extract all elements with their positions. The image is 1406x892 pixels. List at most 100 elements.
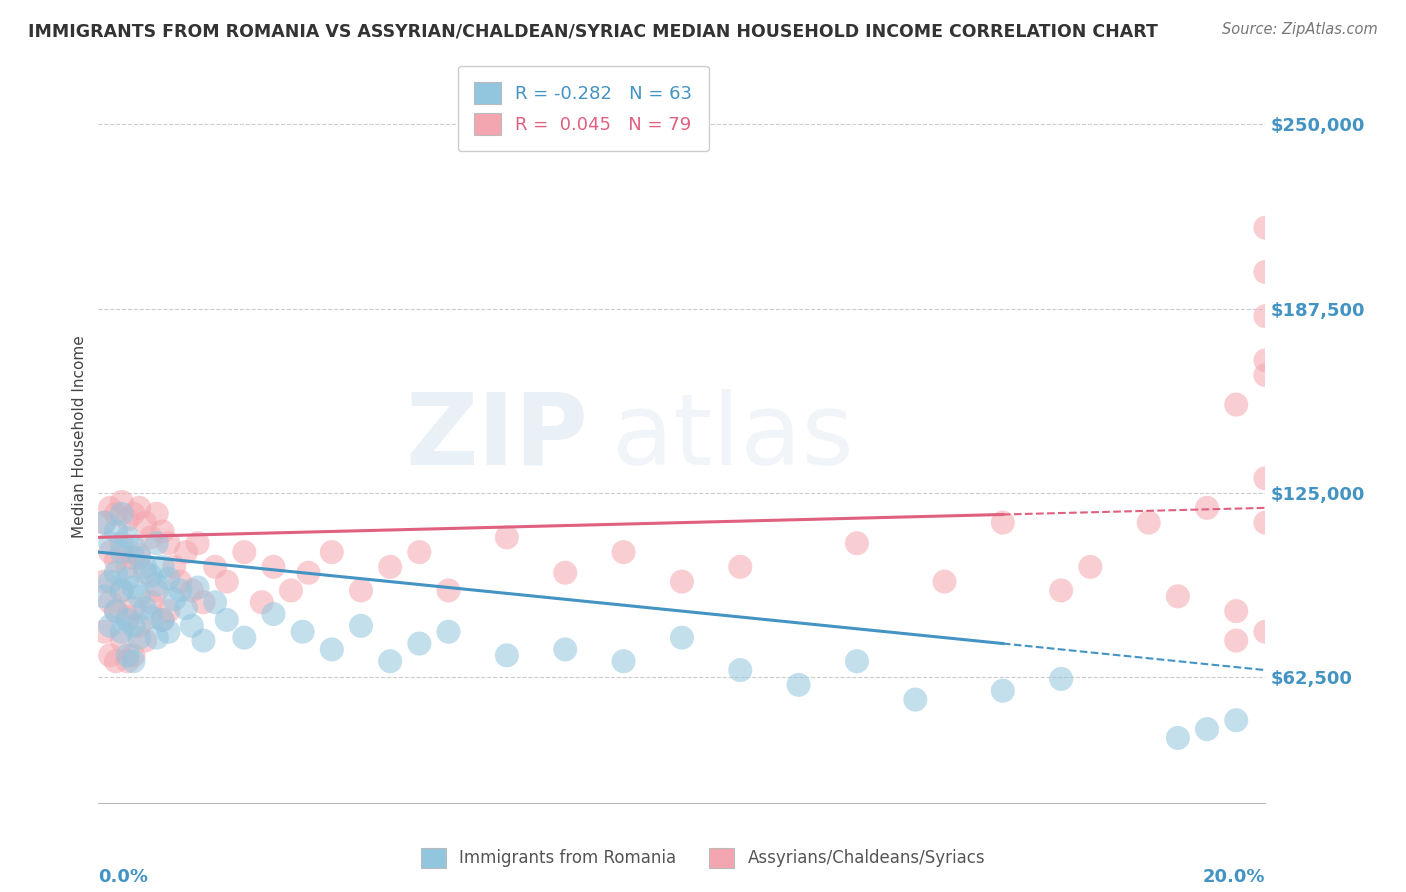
Point [93, 574, 115, 589]
Point [174, 545, 197, 559]
Point [1225, 633, 1247, 648]
Point [104, 524, 127, 539]
Point [612, 545, 634, 559]
Point [1050, 672, 1073, 686]
Point [122, 648, 145, 663]
Point [297, 566, 319, 580]
Point [134, 516, 156, 530]
Point [122, 551, 145, 566]
Point [496, 530, 519, 544]
Point [104, 654, 127, 668]
Point [846, 654, 869, 668]
Point [169, 583, 191, 598]
Point [117, 572, 139, 586]
Point [193, 595, 215, 609]
Point [111, 507, 134, 521]
Point [408, 545, 430, 559]
Point [1167, 731, 1189, 745]
Point [321, 642, 343, 657]
Y-axis label: Median Household Income: Median Household Income [72, 335, 87, 539]
Point [104, 566, 127, 580]
Point [122, 507, 145, 521]
Point [787, 678, 810, 692]
Point [134, 566, 156, 580]
Point [111, 536, 134, 550]
Point [98, 574, 121, 589]
Point [98, 545, 121, 559]
Point [157, 624, 180, 639]
Point [904, 692, 927, 706]
Point [233, 545, 256, 559]
Point [93, 624, 115, 639]
Point [122, 601, 145, 615]
Point [262, 607, 284, 621]
Point [671, 631, 693, 645]
Point [1254, 265, 1277, 279]
Point [991, 683, 1014, 698]
Point [1080, 559, 1102, 574]
Point [128, 500, 150, 515]
Point [262, 559, 284, 574]
Point [350, 619, 373, 633]
Point [350, 583, 373, 598]
Point [122, 619, 145, 633]
Point [437, 624, 460, 639]
Point [104, 554, 127, 568]
Point [321, 545, 343, 559]
Point [111, 583, 134, 598]
Point [1225, 398, 1247, 412]
Point [233, 631, 256, 645]
Point [1225, 604, 1247, 618]
Point [215, 574, 238, 589]
Point [128, 619, 150, 633]
Point [117, 513, 139, 527]
Text: 20.0%: 20.0% [1204, 868, 1265, 886]
Point [98, 500, 121, 515]
Point [1050, 583, 1073, 598]
Point [934, 574, 956, 589]
Point [122, 539, 145, 553]
Point [98, 595, 121, 609]
Point [437, 583, 460, 598]
Point [139, 610, 162, 624]
Point [215, 613, 238, 627]
Point [111, 495, 134, 509]
Point [1254, 353, 1277, 368]
Point [134, 633, 156, 648]
Point [250, 595, 273, 609]
Point [193, 633, 215, 648]
Point [152, 613, 174, 627]
Point [1195, 722, 1218, 736]
Point [846, 536, 869, 550]
Point [169, 574, 191, 589]
Point [111, 633, 134, 648]
Point [128, 551, 150, 566]
Point [380, 654, 402, 668]
Point [1225, 713, 1247, 727]
Point [1254, 309, 1277, 323]
Point [280, 583, 302, 598]
Point [1254, 516, 1277, 530]
Point [180, 619, 202, 633]
Point [554, 642, 576, 657]
Point [291, 624, 314, 639]
Point [180, 583, 202, 598]
Point [117, 610, 139, 624]
Point [104, 604, 127, 618]
Point [204, 559, 226, 574]
Point [122, 581, 145, 595]
Point [1254, 220, 1277, 235]
Point [496, 648, 519, 663]
Point [104, 507, 127, 521]
Point [730, 663, 752, 677]
Point [1167, 590, 1189, 604]
Point [128, 631, 150, 645]
Point [1254, 368, 1277, 383]
Text: atlas: atlas [612, 389, 853, 485]
Point [146, 577, 169, 591]
Point [134, 559, 156, 574]
Point [671, 574, 693, 589]
Point [991, 516, 1014, 530]
Point [408, 636, 430, 650]
Point [111, 583, 134, 598]
